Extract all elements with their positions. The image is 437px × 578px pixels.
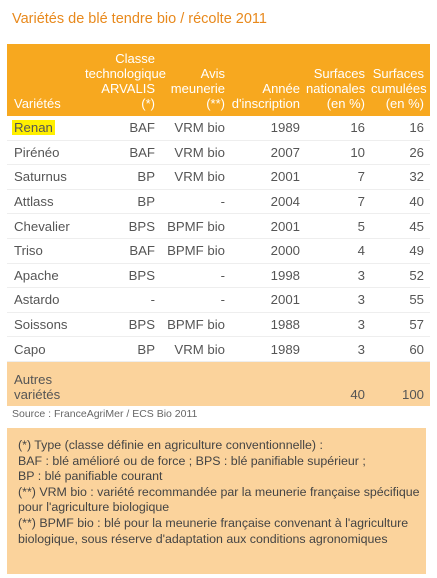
cell-avis: VRM bio: [161, 336, 231, 362]
table-row-other-varieties: Autres variétés 40 100: [7, 361, 430, 406]
variety-name: Apache: [7, 263, 85, 289]
cell-surf-nat: 40: [306, 361, 371, 406]
cell-avis: VRM bio: [161, 164, 231, 190]
cell-surf-cum: 52: [371, 263, 430, 289]
cell-surf-cum: 32: [371, 164, 430, 190]
cell-surf-cum: 55: [371, 287, 430, 313]
variety-name: Saturnus: [7, 164, 85, 190]
header-classe: Classe technologique ARVALIS (*): [85, 44, 166, 116]
table-header-row: Variétés Classe technologique ARVALIS (*) A…: [7, 44, 430, 116]
footnotes-box: (*) Type (classe définie en agriculture …: [7, 428, 426, 574]
cell-surf-cum: 45: [371, 213, 430, 239]
cell-avis: -: [161, 189, 231, 215]
table-row: Apache BPS - 1998 3 52: [7, 263, 430, 289]
cell-classe: BAF: [85, 238, 161, 264]
page-title: Variétés de blé tendre bio / récolte 201…: [12, 11, 267, 27]
cell-annee: 1989: [231, 336, 306, 362]
footnote-line: (*) Type (classe définie en agriculture …: [18, 438, 323, 452]
cell-avis: VRM bio: [161, 116, 231, 141]
cell-surf-cum: 100: [371, 361, 430, 406]
header-annee: Année d'inscription: [231, 44, 306, 116]
cell-classe: BPS: [85, 213, 161, 239]
cell-surf-nat: 7: [306, 164, 371, 190]
cell-surf-nat: 3: [306, 263, 371, 289]
cell-surf-nat: 7: [306, 189, 371, 215]
table-row: Soissons BPS BPMF bio 1988 3 57: [7, 312, 430, 338]
cell-surf-cum: 60: [371, 336, 430, 362]
cell-annee: 2000: [231, 238, 306, 264]
cell-annee: 2004: [231, 189, 306, 215]
cell-classe: BP: [85, 336, 161, 362]
cell-classe: -: [85, 287, 161, 313]
variety-name: Triso: [7, 238, 85, 264]
cell-annee: 1998: [231, 263, 306, 289]
cell-surf-cum: 57: [371, 312, 430, 338]
footnote-line: (**) VRM bio : variété recommandée par l…: [18, 484, 420, 499]
header-surf-cum: Surfaces cumulées (en %): [371, 44, 430, 116]
table-body: Renan BAF VRM bio 1989 16 16 Pirénéo BAF…: [7, 116, 430, 406]
footnote-line: (**) BPMF bio : blé pour la meunerie fra…: [18, 515, 409, 530]
cell-surf-nat: 3: [306, 336, 371, 362]
cell-annee: 2001: [231, 213, 306, 239]
table-row: Renan BAF VRM bio 1989 16 16: [7, 116, 430, 141]
cell-surf-nat: 3: [306, 287, 371, 313]
cell-classe: BAF: [85, 140, 161, 166]
cell-surf-cum: 40: [371, 189, 430, 215]
other-varieties-label: Autres variétés: [7, 361, 85, 406]
cell-avis: VRM bio: [161, 140, 231, 166]
table-row: Saturnus BP VRM bio 2001 7 32: [7, 164, 430, 190]
cell-surf-nat: 3: [306, 312, 371, 338]
variety-name: Soissons: [7, 312, 85, 338]
cell-classe: BP: [85, 189, 161, 215]
footnote-line: pour l'agriculture biologique: [18, 500, 170, 515]
cell-annee: 2007: [231, 140, 306, 166]
variety-name: Attlass: [7, 189, 85, 215]
cell-surf-cum: 26: [371, 140, 430, 166]
cell-annee: 1989: [231, 116, 306, 141]
cell-surf-cum: 16: [371, 116, 430, 141]
cell-surf-cum: 49: [371, 238, 430, 264]
cell-annee: 2001: [231, 287, 306, 313]
variety-name-highlighted: Renan: [12, 120, 55, 136]
cell-avis: BPMF bio: [161, 213, 231, 239]
cell-annee: 2001: [231, 164, 306, 190]
table-row: Astardo - - 2001 3 55: [7, 287, 430, 313]
header-surf-nat: Surfaces nationales (en %): [306, 44, 371, 116]
variety-name: Astardo: [7, 287, 85, 313]
cell-surf-nat: 16: [306, 116, 371, 141]
cell-surf-nat: 10: [306, 140, 371, 166]
footnote-line: BP : blé panifiable courant: [18, 469, 163, 484]
table-row: Triso BAF BPMF bio 2000 4 49: [7, 238, 430, 264]
table-row: Chevalier BPS BPMF bio 2001 5 45: [7, 213, 430, 239]
variety-name: Pirénéo: [7, 140, 85, 166]
cell-classe: BPS: [85, 312, 161, 338]
varieties-table-container: Variétés Classe technologique ARVALIS (*) A…: [7, 44, 430, 406]
header-avis: Avis meunerie (**): [161, 44, 231, 116]
cell-avis: -: [161, 287, 231, 313]
footnote-line: biologique, sous réserve d'adaptation au…: [18, 531, 388, 546]
variety-name: Capo: [7, 336, 85, 362]
cell-avis: BPMF bio: [161, 312, 231, 338]
varieties-table: Variétés Classe technologique ARVALIS (*) A…: [7, 44, 430, 406]
table-row: Capo BP VRM bio 1989 3 60: [7, 336, 430, 362]
cell-avis: -: [161, 263, 231, 289]
table-row: Pirénéo BAF VRM bio 2007 10 26: [7, 140, 430, 166]
cell-surf-nat: 5: [306, 213, 371, 239]
source-note: Source : FranceAgriMer / ECS Bio 2011: [12, 408, 198, 420]
cell-classe: BPS: [85, 263, 161, 289]
cell-surf-nat: 4: [306, 238, 371, 264]
cell-classe: BP: [85, 164, 161, 190]
table-row: Attlass BP - 2004 7 40: [7, 189, 430, 215]
variety-name: Chevalier: [7, 213, 85, 239]
footnote-line: BAF : blé amélioré ou de force ; BPS : b…: [18, 453, 366, 468]
cell-classe: BAF: [85, 116, 161, 141]
cell-avis: BPMF bio: [161, 238, 231, 264]
cell-annee: 1988: [231, 312, 306, 338]
header-varietes: Variétés: [7, 44, 85, 116]
